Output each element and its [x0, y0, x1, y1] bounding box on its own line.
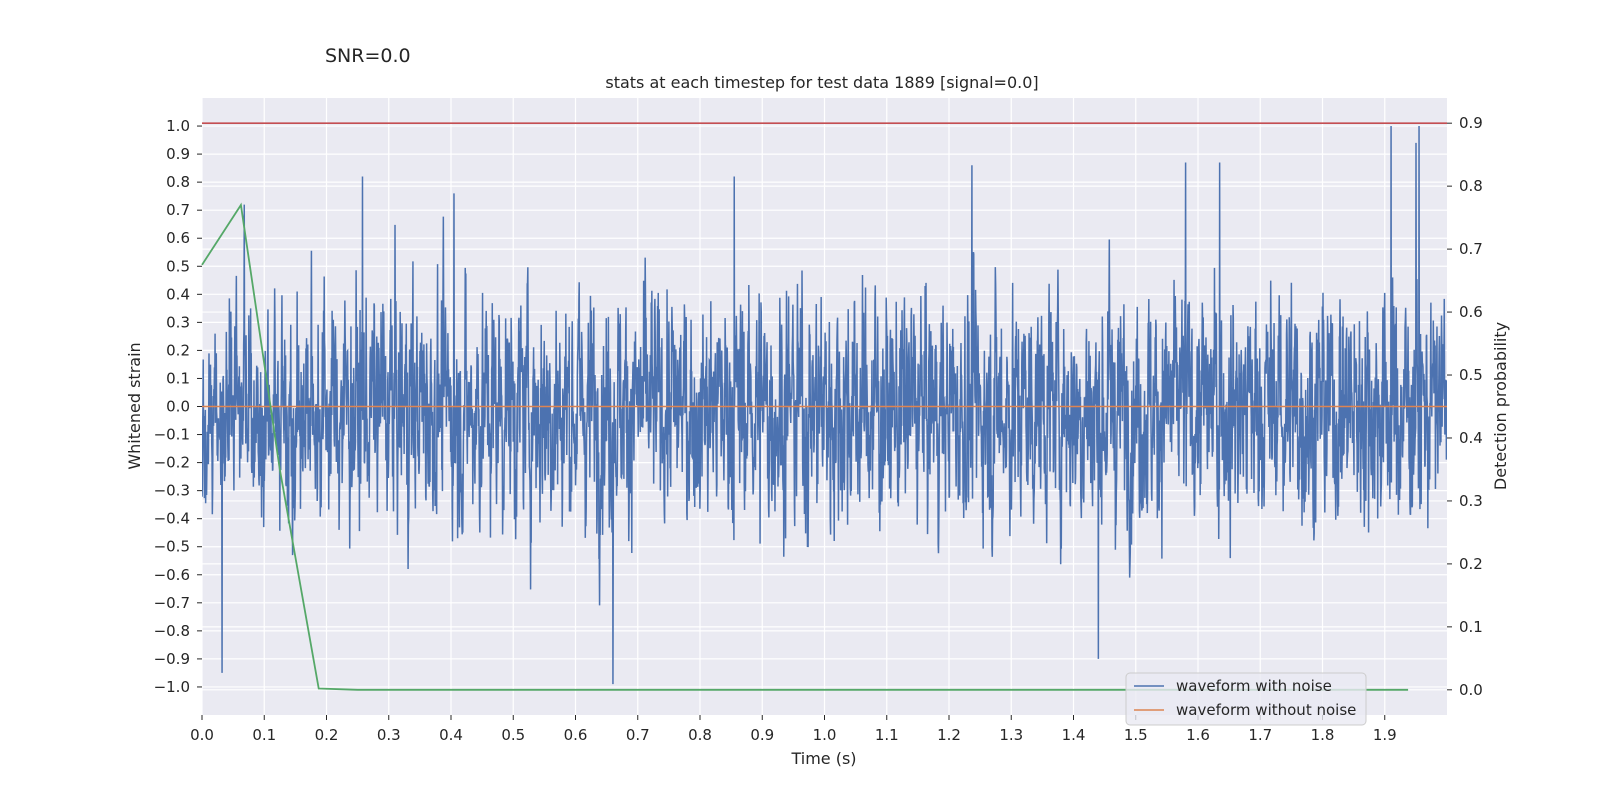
y2-tick-label: 0.3 [1459, 492, 1483, 510]
y-tick-label: 0.0 [166, 398, 190, 416]
x-axis-label: Time (s) [790, 749, 856, 768]
y-tick-label: −0.8 [154, 622, 190, 640]
x-tick-labels: 0.0 0.1 0.2 0.3 0.4 0.5 0.6 0.7 0.8 0.9 1.0 1.1 1.2 1… [190, 715, 1397, 744]
y-tick-label: −0.9 [154, 650, 190, 668]
y-tick-labels: 1.0 0.9 0.8 0.7 0.6 0.5 0.4 0.3 0.2 0.1 0.0 −0.1 −0.… [154, 117, 202, 696]
legend: waveform with noise waveform without noi… [1125, 672, 1367, 726]
y-tick-label: −0.2 [154, 454, 190, 472]
y-tick-label: 1.0 [166, 117, 190, 135]
y-tick-label: −1.0 [154, 678, 190, 696]
y-tick-label: 0.4 [166, 285, 190, 303]
legend-box [1125, 672, 1367, 726]
y-tick-label: 0.7 [166, 201, 190, 219]
series-waveform-with-noise [202, 126, 1447, 685]
x-tick-label: 1.7 [1248, 726, 1272, 744]
y-tick-label: −0.3 [154, 482, 190, 500]
x-tick-label: 0.7 [626, 726, 650, 744]
x-tick-label: 0.3 [377, 726, 401, 744]
y2-axis-label: Detection probability [1491, 322, 1510, 490]
y2-tick-label: 0.4 [1459, 429, 1483, 447]
x-tick-label: 1.5 [1124, 726, 1148, 744]
chart-title: stats at each timestep for test data 188… [605, 73, 1038, 92]
y-axis-label: Whitened strain [125, 342, 144, 469]
chart-suptitle: SNR=0.0 [325, 45, 411, 67]
series-detection-probability [201, 202, 1409, 691]
y2-tick-label: 0.1 [1459, 618, 1483, 636]
y2-tick-labels: 0.9 0.8 0.7 0.6 0.5 0.4 0.3 0.2 0.1 0.0 [1447, 114, 1483, 699]
x-tick-label: 1.9 [1373, 726, 1397, 744]
x-tick-label: 1.1 [875, 726, 899, 744]
y-tick-label: 0.9 [166, 145, 190, 163]
x-tick-label: 1.0 [813, 726, 837, 744]
y-tick-label: −0.6 [154, 566, 190, 584]
y-tick-label: 0.2 [166, 341, 190, 359]
y2-tick-label: 0.8 [1459, 177, 1483, 195]
y2-tick-label: 0.7 [1459, 240, 1483, 258]
y2-tick-label: 0.5 [1459, 366, 1483, 384]
y2-tick-label: 0.9 [1459, 114, 1483, 132]
y2-tick-label: 0.6 [1459, 303, 1483, 321]
x-tick-label: 1.2 [937, 726, 961, 744]
y-tick-label: −0.1 [154, 426, 190, 444]
x-tick-label: 1.8 [1311, 726, 1335, 744]
x-tick-label: 1.4 [1062, 726, 1086, 744]
legend-label-clean: waveform without noise [1176, 701, 1356, 719]
x-tick-label: 0.2 [315, 726, 339, 744]
y-tick-label: 0.1 [166, 369, 190, 387]
x-tick-label: 0.9 [750, 726, 774, 744]
y-tick-label: 0.6 [166, 229, 190, 247]
x-tick-label: 0.4 [439, 726, 463, 744]
y2-tick-label: 0.2 [1459, 555, 1483, 573]
x-tick-label: 1.6 [1186, 726, 1210, 744]
x-tick-label: 0.0 [190, 726, 214, 744]
y-tick-label: 0.8 [166, 173, 190, 191]
y-tick-label: −0.7 [154, 594, 190, 612]
x-tick-label: 1.3 [999, 726, 1023, 744]
y-tick-label: 0.5 [166, 257, 190, 275]
x-tick-label: 0.6 [564, 726, 588, 744]
x-tick-label: 0.1 [252, 726, 276, 744]
y-tick-label: −0.4 [154, 510, 190, 528]
x-tick-label: 0.5 [501, 726, 525, 744]
y2-tick-label: 0.0 [1459, 681, 1483, 699]
y-tick-label: −0.5 [154, 538, 190, 556]
legend-label-noise: waveform with noise [1176, 677, 1332, 695]
series-layer [201, 122, 1447, 691]
x-tick-label: 0.8 [688, 726, 712, 744]
y-tick-label: 0.3 [166, 313, 190, 331]
